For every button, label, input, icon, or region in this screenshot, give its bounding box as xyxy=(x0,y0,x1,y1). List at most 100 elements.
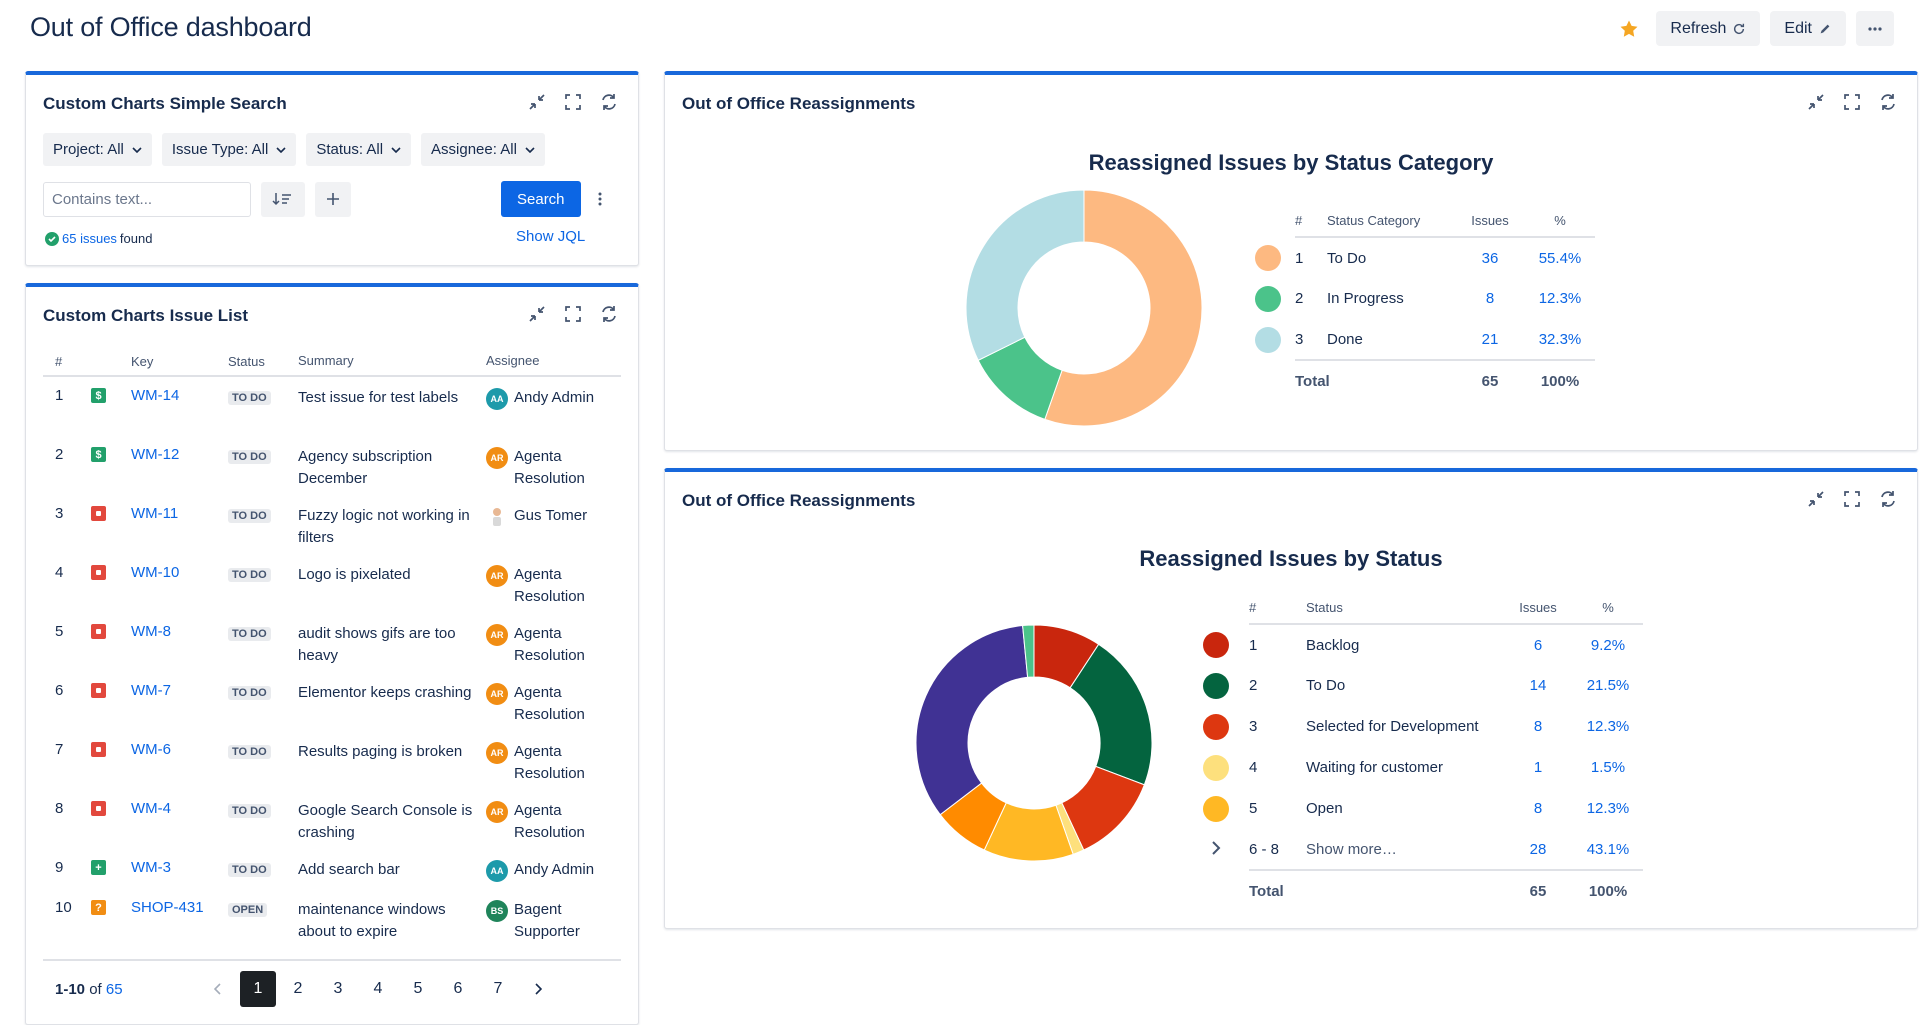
assignee-filter[interactable]: Assignee: All xyxy=(421,133,545,166)
sort-button[interactable] xyxy=(261,181,305,217)
table-row[interactable]: 7 WM-6 TO DO Results paging is broken AR Agen… xyxy=(43,731,621,790)
marker-cell xyxy=(1255,278,1295,319)
issue-key-link[interactable]: WM-10 xyxy=(131,564,180,581)
table-row[interactable]: 8 WM-4 TO DO Google Search Console is crash… xyxy=(43,790,621,849)
issue-key-link[interactable]: WM-12 xyxy=(131,446,180,463)
legend-row[interactable]: 1 To Do 36 55.4% xyxy=(1255,237,1595,278)
refresh-panel-icon[interactable] xyxy=(598,91,620,113)
assignee-cell: AR Agenta Resolution xyxy=(486,446,621,495)
more-options-icon[interactable] xyxy=(595,189,605,209)
search-button[interactable]: Search xyxy=(501,181,581,217)
th-name: Status Category xyxy=(1327,205,1455,238)
minimize-icon[interactable] xyxy=(1805,91,1827,113)
refresh-button[interactable]: Refresh xyxy=(1656,11,1761,46)
next-page-chevron-icon[interactable] xyxy=(518,971,558,1007)
legend-color-swatch xyxy=(1203,672,1229,699)
minimize-icon[interactable] xyxy=(526,303,548,325)
col-assignee[interactable]: Assignee xyxy=(486,353,540,368)
issue-count-link[interactable]: 8 xyxy=(1485,290,1495,307)
issue-key-link[interactable]: WM-7 xyxy=(131,682,171,699)
col-status[interactable]: Status xyxy=(228,354,265,369)
total-link[interactable]: 65 xyxy=(105,981,123,998)
status-filter[interactable]: Status: All xyxy=(306,133,412,166)
more-actions-button[interactable] xyxy=(1856,11,1894,46)
assignee-name: Gus Tomer xyxy=(514,507,588,524)
issue-key-link[interactable]: WM-4 xyxy=(131,800,171,817)
fullscreen-icon[interactable] xyxy=(1841,488,1863,510)
legend-row[interactable]: 2 To Do 14 21.5% xyxy=(1203,665,1643,706)
refresh-panel-icon[interactable] xyxy=(1877,488,1899,510)
issue-key-link[interactable]: WM-14 xyxy=(131,387,180,404)
table-row[interactable]: 4 WM-10 TO DO Logo is pixelated AR Agenta Res… xyxy=(43,554,621,613)
page-button[interactable]: 5 xyxy=(413,980,423,997)
legend-row[interactable]: 1 Backlog 6 9.2% xyxy=(1203,624,1643,665)
donut-slice-other-8[interactable] xyxy=(1022,624,1035,678)
status-lozenge: TO DO xyxy=(228,450,271,464)
legend-row[interactable]: 4 Waiting for customer 1 1.5% xyxy=(1203,747,1643,788)
assignee-cell: AA Andy Admin xyxy=(486,387,621,436)
issue-key-link[interactable]: WM-11 xyxy=(131,505,179,522)
table-row[interactable]: 2 $ WM-12 TO DO Agency subscription December… xyxy=(43,436,621,495)
issue-key-link[interactable]: WM-3 xyxy=(131,859,171,876)
show-more-link[interactable]: Show more… xyxy=(1306,840,1397,858)
total-issues[interactable]: 65 xyxy=(1503,869,1573,911)
minimize-icon[interactable] xyxy=(1805,488,1827,510)
legend-row[interactable]: 3 Done 21 32.3% xyxy=(1255,319,1595,360)
table-row[interactable]: 1 $ WM-14 TO DO Test issue for test labels AA… xyxy=(43,377,621,436)
donut-slice-done[interactable] xyxy=(965,189,1085,361)
page-button[interactable]: 1 xyxy=(240,971,276,1007)
add-filter-button[interactable] xyxy=(315,181,351,217)
minimize-icon[interactable] xyxy=(526,91,548,113)
issue-type-filter[interactable]: Issue Type: All xyxy=(161,133,297,166)
legend-row[interactable]: 6 - 8 Show more… 28 43.1% xyxy=(1203,829,1643,870)
legend-row[interactable]: 3 Selected for Development 8 12.3% xyxy=(1203,706,1643,747)
refresh-panel-icon[interactable] xyxy=(1877,91,1899,113)
fullscreen-icon[interactable] xyxy=(562,91,584,113)
fullscreen-icon[interactable] xyxy=(562,303,584,325)
issue-count-link[interactable]: 8 xyxy=(1533,800,1543,817)
table-row[interactable]: 3 WM-11 TO DO Fuzzy logic not working in fi… xyxy=(43,495,621,554)
table-row[interactable]: 5 WM-8 TO DO audit shows gifs are too heavy… xyxy=(43,613,621,672)
issue-count-link[interactable]: 14 xyxy=(1529,677,1547,694)
issue-key-link[interactable]: WM-6 xyxy=(131,741,171,758)
col-key[interactable]: Key xyxy=(131,353,154,369)
issue-key-link[interactable]: SHOP-431 xyxy=(131,899,204,916)
task-type-icon: + xyxy=(91,860,106,875)
legend-row[interactable]: 2 In Progress 8 12.3% xyxy=(1255,278,1595,319)
issue-key-link[interactable]: WM-8 xyxy=(131,623,171,640)
star-icon[interactable] xyxy=(1612,12,1646,46)
page-button[interactable]: 7 xyxy=(493,980,503,997)
page-button[interactable]: 6 xyxy=(453,980,463,997)
found-count-link[interactable]: 65 issues xyxy=(62,231,117,246)
issue-count-link[interactable]: 6 xyxy=(1533,636,1543,654)
chevron-right-icon[interactable] xyxy=(1203,840,1229,860)
donut-slice-other-7[interactable] xyxy=(915,625,1029,816)
col-summary[interactable]: Summary xyxy=(298,353,354,368)
donut-slice-to-do[interactable] xyxy=(1044,189,1203,427)
pencil-icon xyxy=(1820,24,1830,33)
issue-count-link[interactable]: 36 xyxy=(1481,249,1499,267)
color-col xyxy=(1255,205,1295,237)
edit-button[interactable]: Edit xyxy=(1770,11,1846,46)
legend-row[interactable]: 5 Open 8 12.3% xyxy=(1203,788,1643,829)
avatar: AR xyxy=(486,801,508,823)
issue-count-link[interactable]: 21 xyxy=(1481,330,1499,348)
page-button[interactable]: 4 xyxy=(373,980,383,997)
legend-color-swatch xyxy=(1255,326,1281,353)
issue-count-link[interactable]: 1 xyxy=(1533,759,1543,776)
page-button[interactable]: 2 xyxy=(293,980,303,997)
project-filter[interactable]: Project: All xyxy=(43,133,152,166)
status-category-table: # Status Category Issues % 1 To Do 36 55.4%… xyxy=(1255,205,1595,401)
table-row[interactable]: 9 + WM-3 TO DO Add search bar AA Andy Admin xyxy=(43,849,621,889)
prev-page-chevron-icon[interactable] xyxy=(198,971,238,1007)
issue-count-link[interactable]: 28 xyxy=(1529,840,1547,858)
search-input[interactable]: Contains text... xyxy=(43,181,251,217)
fullscreen-icon[interactable] xyxy=(1841,91,1863,113)
total-issues[interactable]: 65 xyxy=(1455,359,1525,401)
refresh-panel-icon[interactable] xyxy=(598,303,620,325)
issue-count-link[interactable]: 8 xyxy=(1533,718,1543,735)
page-button[interactable]: 3 xyxy=(333,980,343,997)
show-jql-link[interactable]: Show JQL xyxy=(516,228,586,245)
table-row[interactable]: 10? SHOP-431 OPEN maintenance windows about… xyxy=(43,889,621,948)
table-row[interactable]: 6 WM-7 TO DO Elementor keeps crashing AR Agen… xyxy=(43,672,621,731)
